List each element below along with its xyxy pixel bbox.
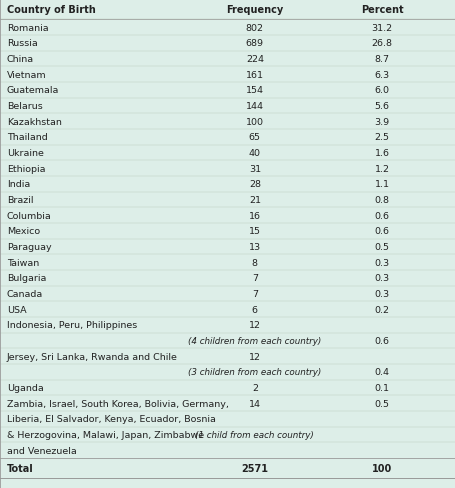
- Text: 100: 100: [246, 118, 264, 126]
- Text: 224: 224: [246, 55, 264, 64]
- Text: 1.1: 1.1: [375, 180, 389, 189]
- Text: 28: 28: [249, 180, 261, 189]
- Text: 2.5: 2.5: [375, 133, 389, 142]
- Text: Bulgaria: Bulgaria: [7, 274, 46, 283]
- Text: 0.1: 0.1: [375, 383, 389, 392]
- Text: 802: 802: [246, 23, 264, 33]
- Text: China: China: [7, 55, 34, 64]
- Text: Percent: Percent: [361, 5, 404, 15]
- Text: 100: 100: [372, 463, 392, 473]
- Text: 13: 13: [249, 243, 261, 251]
- Text: 0.3: 0.3: [374, 289, 390, 298]
- Text: Zambia, Israel, South Korea, Bolivia, Germany,: Zambia, Israel, South Korea, Bolivia, Ge…: [7, 399, 229, 407]
- Text: (1 child from each country): (1 child from each country): [196, 430, 314, 439]
- Text: Thailand: Thailand: [7, 133, 48, 142]
- Text: (3 children from each country): (3 children from each country): [188, 367, 321, 376]
- Text: 7: 7: [252, 289, 258, 298]
- Text: USA: USA: [7, 305, 26, 314]
- Text: 144: 144: [246, 102, 264, 111]
- Text: 0.5: 0.5: [375, 243, 389, 251]
- Text: Uganda: Uganda: [7, 383, 44, 392]
- Text: Brazil: Brazil: [7, 196, 33, 204]
- Text: 6: 6: [252, 305, 258, 314]
- Text: 0.6: 0.6: [375, 336, 389, 345]
- Text: Ukraine: Ukraine: [7, 149, 44, 158]
- Text: Total: Total: [7, 463, 34, 473]
- Text: 2: 2: [252, 383, 258, 392]
- Text: 31.2: 31.2: [372, 23, 393, 33]
- Text: Taiwan: Taiwan: [7, 258, 39, 267]
- Text: 154: 154: [246, 86, 264, 95]
- Text: Columbia: Columbia: [7, 211, 51, 220]
- Text: 1.6: 1.6: [375, 149, 389, 158]
- Text: 15: 15: [249, 227, 261, 236]
- Text: 2571: 2571: [241, 463, 268, 473]
- Text: Belarus: Belarus: [7, 102, 43, 111]
- Text: 26.8: 26.8: [372, 39, 393, 48]
- Text: 161: 161: [246, 71, 264, 80]
- Text: 8.7: 8.7: [375, 55, 389, 64]
- Text: 3.9: 3.9: [374, 118, 390, 126]
- Text: Kazakhstan: Kazakhstan: [7, 118, 62, 126]
- Text: 16: 16: [249, 211, 261, 220]
- Text: Guatemala: Guatemala: [7, 86, 59, 95]
- Text: Frequency: Frequency: [226, 5, 283, 15]
- Text: 31: 31: [249, 164, 261, 173]
- Text: Mexico: Mexico: [7, 227, 40, 236]
- Text: (4 children from each country): (4 children from each country): [188, 336, 321, 345]
- Text: 0.3: 0.3: [374, 274, 390, 283]
- Text: Indonesia, Peru, Philippines: Indonesia, Peru, Philippines: [7, 321, 137, 329]
- Text: 21: 21: [249, 196, 261, 204]
- Text: 689: 689: [246, 39, 264, 48]
- Text: 12: 12: [249, 321, 261, 329]
- Text: Paraguay: Paraguay: [7, 243, 51, 251]
- Text: Vietnam: Vietnam: [7, 71, 46, 80]
- Text: 65: 65: [249, 133, 261, 142]
- Text: 0.3: 0.3: [374, 258, 390, 267]
- Text: Jersey, Sri Lanka, Rwanda and Chile: Jersey, Sri Lanka, Rwanda and Chile: [7, 352, 178, 361]
- Text: 0.2: 0.2: [375, 305, 389, 314]
- Text: 0.6: 0.6: [375, 227, 389, 236]
- Text: 8: 8: [252, 258, 258, 267]
- Text: 7: 7: [252, 274, 258, 283]
- Text: 5.6: 5.6: [375, 102, 389, 111]
- Text: & Herzogovina, Malawi, Japan, Zimbabwe: & Herzogovina, Malawi, Japan, Zimbabwe: [7, 430, 204, 439]
- Text: 0.6: 0.6: [375, 211, 389, 220]
- Text: and Venezuela: and Venezuela: [7, 446, 76, 455]
- Text: 14: 14: [249, 399, 261, 407]
- Text: Country of Birth: Country of Birth: [7, 5, 96, 15]
- Text: Ethiopia: Ethiopia: [7, 164, 46, 173]
- Text: 12: 12: [249, 352, 261, 361]
- Text: 0.8: 0.8: [375, 196, 389, 204]
- Text: 0.4: 0.4: [375, 367, 389, 376]
- Text: 40: 40: [249, 149, 261, 158]
- Text: 0.5: 0.5: [375, 399, 389, 407]
- Text: Canada: Canada: [7, 289, 43, 298]
- Text: 6.3: 6.3: [374, 71, 390, 80]
- Text: 1.2: 1.2: [375, 164, 389, 173]
- Text: Romania: Romania: [7, 23, 48, 33]
- Text: India: India: [7, 180, 30, 189]
- Text: 6.0: 6.0: [375, 86, 389, 95]
- Text: Liberia, El Salvador, Kenya, Ecuador, Bosnia: Liberia, El Salvador, Kenya, Ecuador, Bo…: [7, 414, 216, 424]
- Text: Russia: Russia: [7, 39, 38, 48]
